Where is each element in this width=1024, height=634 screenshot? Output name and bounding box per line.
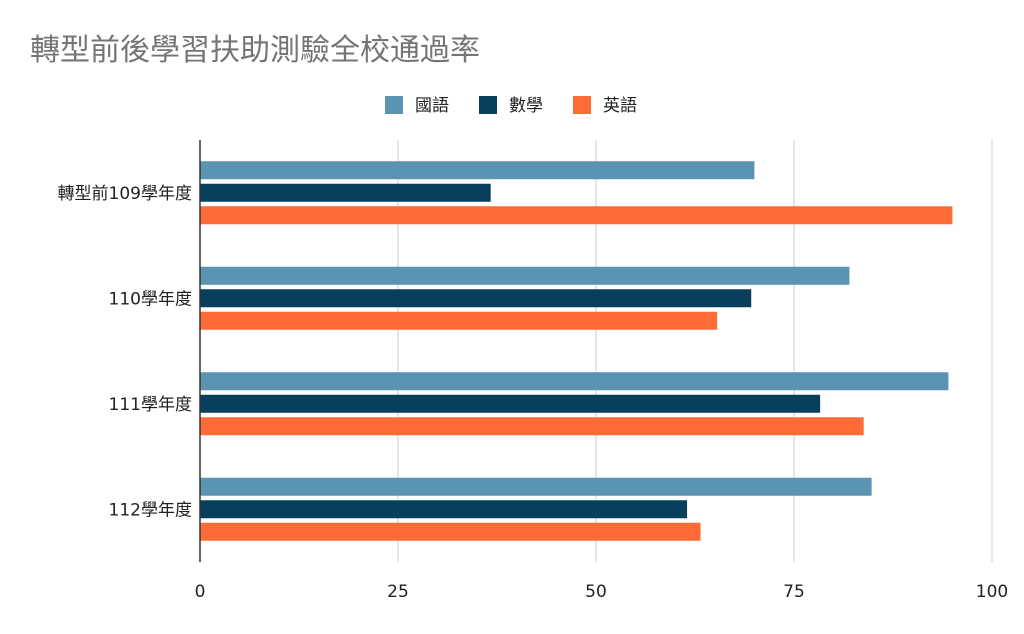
bar-數學-110學年度 — [200, 289, 752, 308]
bar-國語-111學年度 — [200, 372, 949, 391]
x-tick-labels: 0 25 50 75 100 — [195, 582, 1009, 602]
bars — [200, 161, 953, 541]
x-tick-label: 75 — [783, 582, 805, 602]
bar-英語-112學年度 — [200, 522, 701, 541]
gridlines — [397, 140, 993, 562]
bar-英語-111學年度 — [200, 417, 864, 436]
x-tick-label: 50 — [585, 582, 607, 602]
bar-數學-轉型前109學年度 — [200, 183, 491, 202]
bar-數學-112學年度 — [200, 500, 688, 519]
bar-國語-轉型前109學年度 — [200, 161, 755, 180]
chart-title: 轉型前後學習扶助測驗全校通過率 — [30, 33, 480, 68]
legend-swatch-國語 — [385, 96, 403, 114]
legend-swatch-數學 — [479, 96, 497, 114]
x-tick-label: 25 — [387, 582, 409, 602]
x-tick-label: 100 — [976, 582, 1008, 602]
legend-swatch-英語 — [573, 96, 591, 114]
bar-英語-110學年度 — [200, 311, 718, 330]
legend-label: 英語 — [603, 96, 637, 116]
category-label: 112學年度 — [109, 500, 192, 520]
bar-國語-110學年度 — [200, 266, 850, 285]
x-tick-label: 0 — [195, 582, 206, 602]
category-labels: 轉型前109學年度 110學年度 111學年度 112學年度 — [58, 184, 192, 521]
category-label: 110學年度 — [109, 289, 192, 309]
legend: 國語 數學 英語 — [385, 96, 637, 116]
category-label: 111學年度 — [109, 395, 192, 415]
bar-英語-轉型前109學年度 — [200, 206, 953, 225]
bar-國語-112學年度 — [200, 477, 872, 496]
legend-label: 國語 — [415, 96, 449, 116]
bar-數學-111學年度 — [200, 394, 821, 413]
category-label: 轉型前109學年度 — [58, 184, 192, 204]
legend-label: 數學 — [509, 96, 543, 116]
